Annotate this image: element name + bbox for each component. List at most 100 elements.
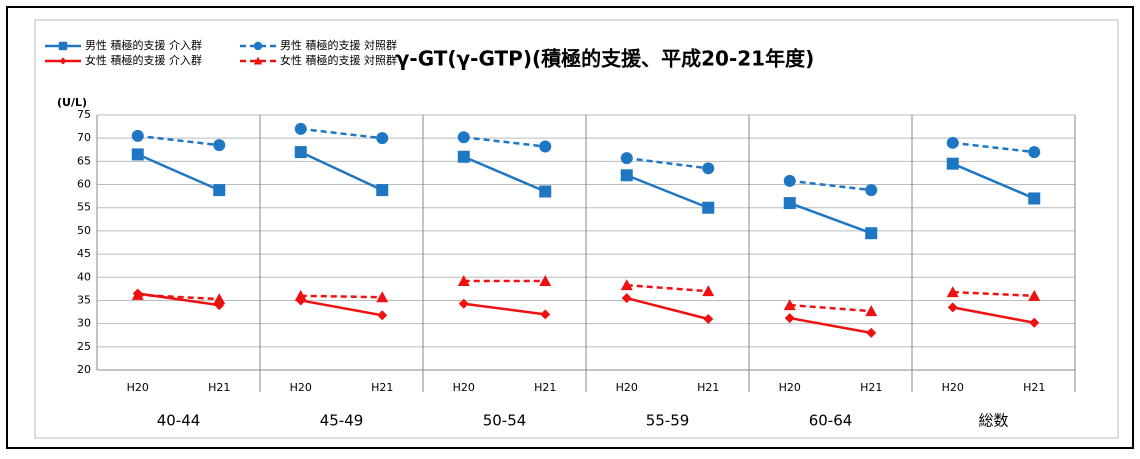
- point: [620, 152, 633, 165]
- series-line: [300, 127, 383, 140]
- y-tick-label: 40: [77, 270, 91, 283]
- series-line: [137, 134, 220, 147]
- x-tick-label: H21: [371, 381, 393, 394]
- point: [1029, 317, 1040, 328]
- point: [620, 279, 633, 291]
- y-tick-label: 75: [77, 108, 91, 121]
- series-line: [789, 179, 872, 192]
- point: [540, 309, 551, 320]
- legend-marker: [253, 56, 263, 65]
- legend-label: 男性 積極的支援 介入群: [85, 38, 202, 52]
- point: [865, 184, 878, 197]
- series-line: [952, 141, 1035, 154]
- point: [539, 274, 552, 286]
- series-line: [626, 156, 709, 170]
- y-axis-label: (U/L): [57, 96, 87, 109]
- group-label: 45-49: [320, 412, 364, 430]
- y-tick-label: 55: [77, 201, 91, 214]
- point: [865, 227, 878, 240]
- x-tick-label: H21: [860, 381, 882, 394]
- legend-marker: [253, 41, 263, 51]
- group-label: 50-54: [483, 412, 527, 430]
- series-line: [789, 303, 872, 313]
- point: [213, 139, 226, 152]
- x-tick-label: H20: [290, 381, 312, 394]
- point: [457, 274, 470, 286]
- x-tick-label: H21: [208, 381, 230, 394]
- x-tick-label: H20: [127, 381, 149, 394]
- legend-label: 男性 積極的支援 対照群: [280, 38, 397, 52]
- group-label: 40-44: [157, 412, 201, 430]
- point: [946, 157, 959, 170]
- series-line: [952, 290, 1035, 298]
- series-line: [463, 136, 546, 148]
- point: [458, 298, 469, 309]
- series-line: [626, 283, 709, 293]
- x-tick-label: H20: [942, 381, 964, 394]
- point: [702, 162, 715, 175]
- y-tick-label: 45: [77, 247, 91, 260]
- series-line: [789, 316, 872, 335]
- legend-marker: [59, 57, 67, 65]
- point: [457, 150, 470, 163]
- x-tick-label: H20: [616, 381, 638, 394]
- point: [946, 286, 959, 298]
- y-tick-label: 30: [77, 317, 91, 330]
- point: [294, 289, 307, 301]
- point: [376, 132, 389, 145]
- legend-marker: [58, 41, 68, 51]
- point: [1028, 192, 1041, 205]
- point: [539, 185, 552, 198]
- point: [621, 293, 632, 304]
- point: [947, 302, 958, 313]
- series-line: [789, 201, 872, 235]
- point: [213, 184, 226, 197]
- x-tick-label: H20: [453, 381, 475, 394]
- point: [783, 174, 796, 187]
- series-line: [300, 299, 383, 317]
- y-tick-label: 70: [77, 131, 91, 144]
- point: [1028, 289, 1041, 301]
- point: [946, 136, 959, 149]
- y-tick-label: 60: [77, 178, 91, 191]
- series-line: [626, 174, 709, 209]
- series-line: [463, 155, 546, 193]
- point: [702, 201, 715, 214]
- point: [213, 293, 226, 305]
- point: [131, 288, 144, 300]
- point: [784, 313, 795, 324]
- series-line: [952, 162, 1035, 200]
- group-label: 55-59: [646, 412, 690, 430]
- point: [457, 131, 470, 144]
- series-line: [952, 306, 1035, 324]
- point: [376, 291, 389, 303]
- chart-frame: [34, 19, 1119, 439]
- point: [1028, 146, 1041, 159]
- point: [783, 197, 796, 210]
- y-tick-label: 65: [77, 154, 91, 167]
- x-tick-label: H21: [534, 381, 556, 394]
- legend-label: 女性 積極的支援 介入群: [85, 53, 202, 67]
- point: [377, 310, 388, 321]
- y-tick-label: 20: [77, 363, 91, 376]
- series-line: [463, 302, 546, 316]
- point: [131, 148, 144, 161]
- point: [866, 327, 877, 338]
- series-line: [137, 153, 220, 192]
- legend-label: 女性 積極的支援 対照群: [280, 53, 397, 67]
- y-tick-label: 50: [77, 224, 91, 237]
- point: [294, 146, 307, 159]
- group-label: 総数: [978, 412, 1008, 430]
- x-tick-label: H21: [1023, 381, 1045, 394]
- series-line: [137, 293, 220, 301]
- point: [131, 129, 144, 142]
- x-tick-label: H20: [779, 381, 801, 394]
- point: [620, 169, 633, 182]
- point: [783, 299, 796, 311]
- point: [702, 285, 715, 297]
- point: [294, 122, 307, 135]
- point: [376, 184, 389, 197]
- point: [865, 305, 878, 317]
- y-tick-label: 25: [77, 340, 91, 353]
